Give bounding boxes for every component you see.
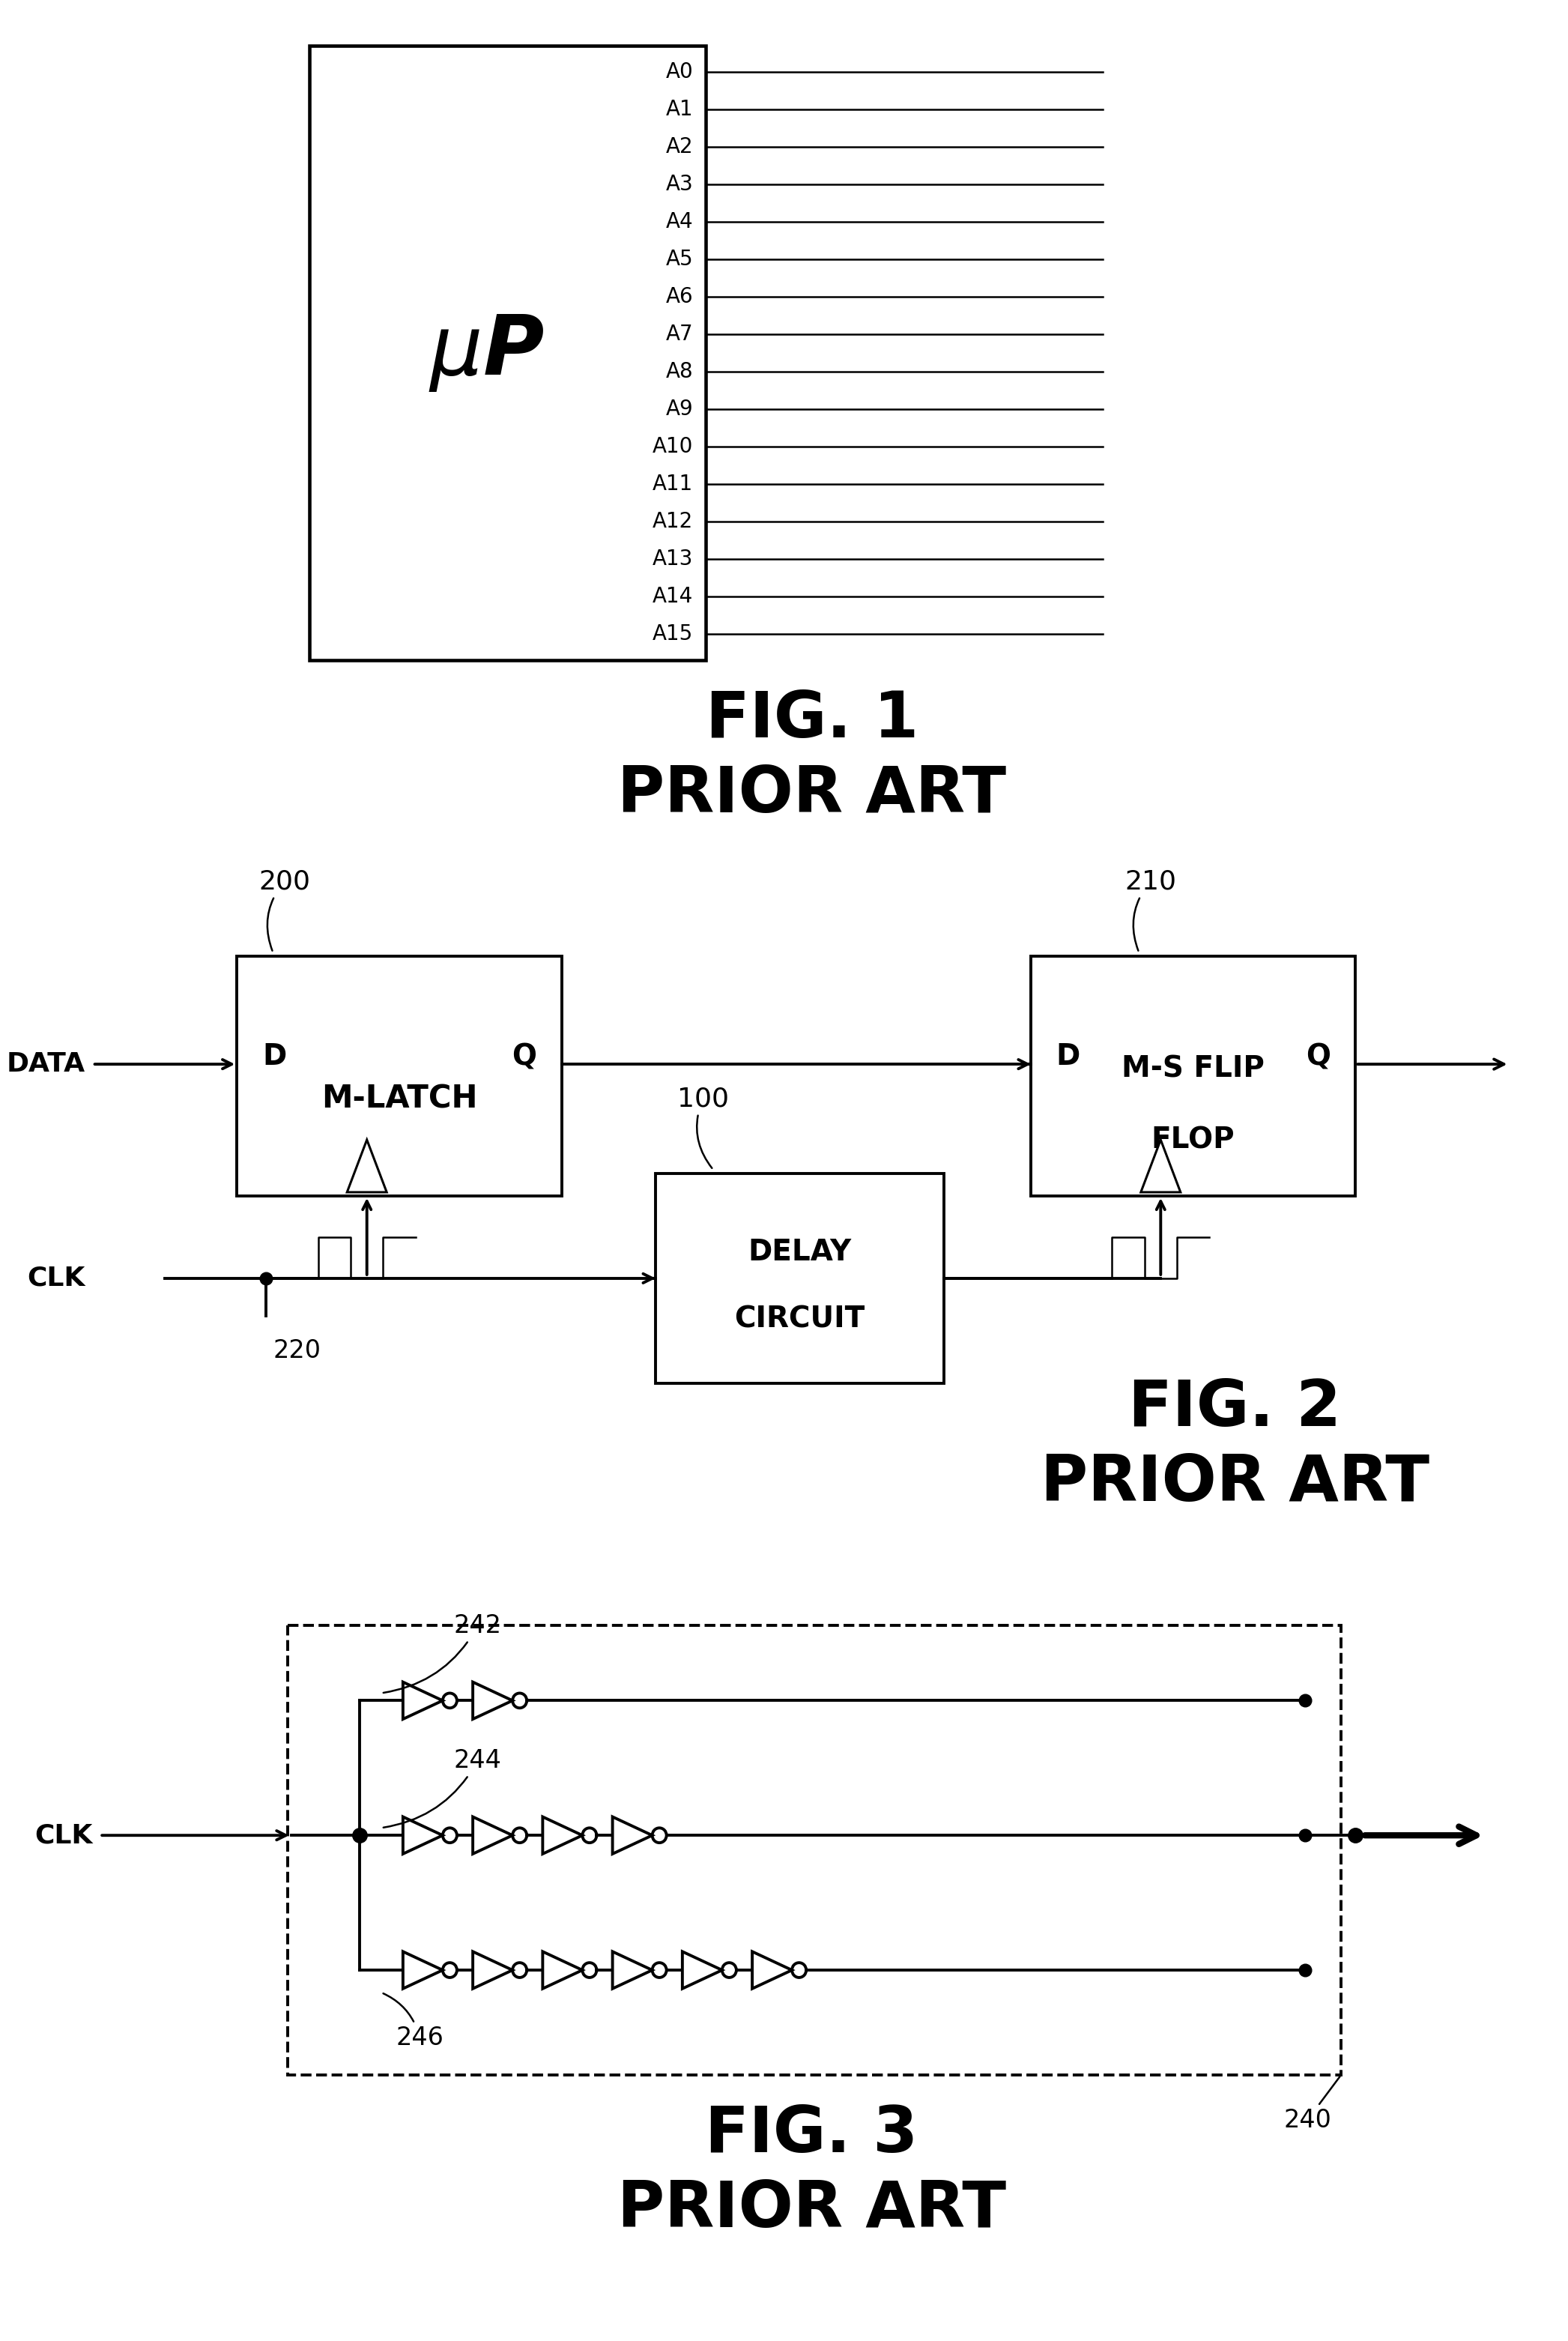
Text: A10: A10 — [652, 435, 693, 456]
Polygon shape — [403, 1683, 442, 1718]
Text: A14: A14 — [652, 585, 693, 606]
Text: PRIOR ART: PRIOR ART — [618, 763, 1007, 826]
Polygon shape — [682, 1952, 723, 1988]
Text: $\mu$P: $\mu$P — [428, 311, 544, 393]
Text: A8: A8 — [666, 361, 693, 382]
Polygon shape — [474, 1683, 513, 1718]
Bar — [309, 47, 706, 660]
Text: 100: 100 — [677, 1086, 729, 1168]
Text: A2: A2 — [666, 136, 693, 157]
Polygon shape — [613, 1817, 652, 1854]
Text: FIG. 1: FIG. 1 — [706, 688, 919, 751]
Text: PRIOR ART: PRIOR ART — [1040, 1451, 1428, 1515]
Polygon shape — [613, 1952, 652, 1988]
Bar — [287, 1625, 1341, 2074]
Polygon shape — [753, 1952, 792, 1988]
Text: Q: Q — [1306, 1042, 1330, 1070]
Text: DATA: DATA — [6, 1051, 85, 1077]
Polygon shape — [474, 1952, 513, 1988]
Text: 200: 200 — [259, 869, 310, 950]
Text: FIG. 3: FIG. 3 — [706, 2105, 919, 2165]
Text: 240: 240 — [1283, 2076, 1339, 2133]
Polygon shape — [403, 1952, 442, 1988]
Text: A5: A5 — [666, 248, 693, 269]
Text: A6: A6 — [666, 286, 693, 307]
Text: A7: A7 — [666, 323, 693, 344]
Text: M-LATCH: M-LATCH — [321, 1084, 477, 1114]
Text: CLK: CLK — [28, 1266, 85, 1290]
Polygon shape — [403, 1817, 442, 1854]
Text: CLK: CLK — [34, 1824, 93, 1847]
Text: 246: 246 — [383, 1995, 444, 2051]
Text: 242: 242 — [383, 1613, 502, 1693]
Polygon shape — [1142, 1140, 1181, 1192]
Polygon shape — [543, 1952, 582, 1988]
Text: PRIOR ART: PRIOR ART — [618, 2179, 1007, 2240]
Text: 220: 220 — [273, 1339, 321, 1362]
Text: CIRCUIT: CIRCUIT — [734, 1306, 866, 1334]
Polygon shape — [474, 1817, 513, 1854]
Text: A4: A4 — [666, 211, 693, 232]
Polygon shape — [347, 1140, 387, 1192]
Text: A15: A15 — [652, 623, 693, 644]
Text: FLOP: FLOP — [1151, 1126, 1236, 1154]
Text: A0: A0 — [665, 61, 693, 82]
Text: 210: 210 — [1124, 869, 1176, 950]
Text: A1: A1 — [666, 98, 693, 119]
Bar — [655, 1173, 944, 1384]
Text: A3: A3 — [665, 173, 693, 194]
Bar — [1030, 957, 1355, 1196]
Text: A13: A13 — [652, 548, 693, 569]
Text: M-S FLIP: M-S FLIP — [1121, 1053, 1265, 1084]
Text: A12: A12 — [652, 510, 693, 531]
Text: Q: Q — [511, 1042, 536, 1070]
Text: D: D — [262, 1042, 287, 1070]
Text: FIG. 2: FIG. 2 — [1129, 1377, 1341, 1440]
Text: DELAY: DELAY — [748, 1238, 851, 1266]
Polygon shape — [543, 1817, 582, 1854]
Text: D: D — [1055, 1042, 1080, 1070]
Text: A9: A9 — [665, 398, 693, 419]
Text: A11: A11 — [652, 473, 693, 494]
Text: 244: 244 — [383, 1749, 502, 1828]
Bar — [237, 957, 561, 1196]
